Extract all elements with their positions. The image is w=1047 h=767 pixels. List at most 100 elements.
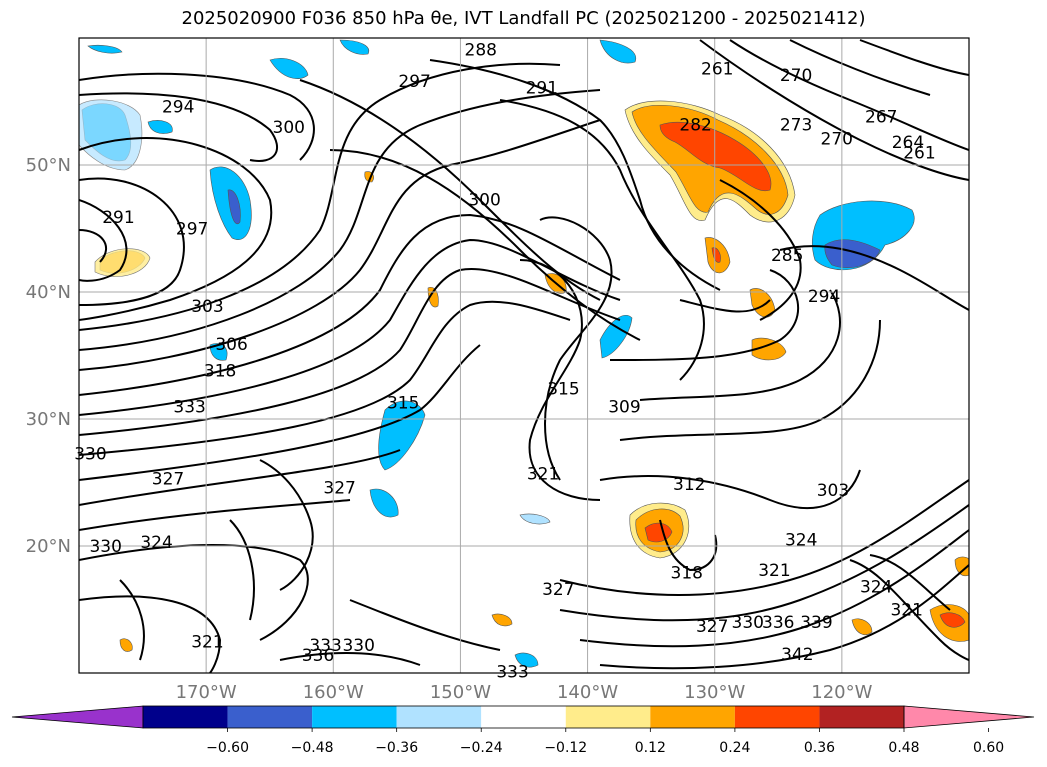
- map-frame: [78, 37, 970, 674]
- contour-label: 324: [785, 531, 817, 551]
- colorbar-tick-label: −0.36: [375, 740, 418, 756]
- contour-label: 321: [890, 601, 922, 621]
- contour-label: 327: [152, 470, 184, 490]
- shade-orange-sw2: [119, 638, 133, 652]
- colorbar-tick-label: 0.60: [973, 740, 1004, 756]
- lon-tick-label: 140°W: [557, 682, 618, 703]
- contour-line: [79, 267, 621, 436]
- contour-line: [79, 544, 309, 641]
- contour-line: [619, 319, 881, 441]
- lon-tick-label: 150°W: [430, 682, 491, 703]
- lon-tick-label: 120°W: [811, 682, 872, 703]
- contour-label: 261: [701, 59, 733, 79]
- shade-orange-c: [751, 337, 787, 361]
- colorbar-swatch: [650, 706, 735, 728]
- shade-blue-top4: [87, 44, 123, 54]
- shade-blue-s: [514, 652, 539, 668]
- contour-line: [229, 519, 255, 621]
- contour-line: [729, 39, 969, 151]
- shade-red-se: [939, 612, 966, 628]
- colorbar-tick-label: −0.60: [206, 740, 249, 756]
- contour-label: 321: [758, 561, 790, 581]
- shade-blue-mid4: [519, 513, 551, 525]
- contour-label: 294: [162, 98, 194, 118]
- shade-red-nw-coast: [659, 122, 772, 192]
- contour-line: [559, 479, 969, 596]
- contour-label: 300: [273, 118, 305, 138]
- contour-label: 339: [800, 613, 832, 633]
- contour-line: [279, 652, 421, 666]
- contour-label: 267: [865, 108, 897, 128]
- contour-line: [699, 39, 969, 181]
- shade-blue-top3: [339, 39, 370, 55]
- shade-orange-se3: [954, 556, 969, 577]
- contour-label: 324: [140, 533, 172, 553]
- colorbar-swatch: [819, 706, 904, 728]
- contour-line: [79, 449, 401, 506]
- colorbar-tick-label: 0.36: [804, 740, 835, 756]
- contour-label: 291: [102, 208, 134, 228]
- colorbar-tick-label: −0.12: [544, 740, 587, 756]
- contour-line: [329, 149, 641, 341]
- contour-labels: 2882912972943002912973003033063183333303…: [74, 40, 935, 682]
- contour-label: 264: [892, 133, 924, 153]
- contour-label: 342: [781, 645, 813, 665]
- contour-label: 318: [671, 564, 703, 584]
- contour-label: 330: [732, 613, 764, 633]
- colorbar-extend-low: [11, 705, 144, 729]
- contour-label: 318: [204, 362, 236, 382]
- colorbar-tick-label: 0.48: [888, 740, 919, 756]
- contour-line: [499, 99, 705, 381]
- contour-line: [79, 62, 561, 331]
- lat-tick-label: 20°N: [26, 536, 71, 557]
- colorbar-swatch: [396, 706, 482, 728]
- contour-line: [79, 137, 273, 321]
- colorbar-swatch: [481, 706, 566, 728]
- contour-label: 300: [468, 190, 500, 210]
- contour-label: 336: [762, 613, 794, 633]
- colorbar-swatch: [565, 706, 651, 728]
- chart-title: 2025020900 F036 850 hPa θe, IVT Landfall…: [181, 8, 866, 29]
- lat-tick-label: 30°N: [26, 409, 71, 430]
- contour-label: 321: [191, 632, 223, 652]
- colorbar-frame: [142, 705, 905, 729]
- lat-tick-label: 40°N: [26, 282, 71, 303]
- contour-label: 324: [860, 578, 892, 598]
- contour-line: [679, 299, 771, 313]
- contour-label: 270: [780, 66, 812, 86]
- shade-blue-mid3: [369, 488, 399, 518]
- contour-line: [79, 89, 601, 351]
- contour-label: 315: [387, 393, 419, 413]
- contour-label: 330: [342, 636, 374, 656]
- contour-line: [79, 300, 571, 456]
- contour-line: [79, 177, 185, 306]
- contour-label: 297: [398, 72, 430, 92]
- shade-blue-top: [269, 58, 309, 79]
- contour-label: 288: [465, 40, 497, 60]
- contour-label: 303: [817, 481, 849, 501]
- contour-line: [79, 344, 481, 481]
- contour-line: [79, 92, 279, 162]
- contour-line: [639, 289, 841, 401]
- contour-label: 333: [173, 397, 205, 417]
- lon-tick-label: 130°W: [684, 682, 745, 703]
- shade-red-a: [711, 247, 721, 263]
- lat-tick-label: 50°N: [26, 155, 71, 176]
- gridlines: [79, 38, 969, 673]
- contour-label: 285: [771, 246, 803, 266]
- contour-line: [559, 504, 969, 622]
- contour-label: 294: [808, 287, 840, 307]
- contour-label: 312: [673, 475, 705, 495]
- contour-label: 336: [302, 646, 334, 666]
- lat-tick-labels: 50°N 40°N 30°N 20°N: [26, 155, 71, 557]
- contour-label: 327: [542, 580, 574, 600]
- contour-label: 315: [547, 380, 579, 400]
- contour-label: 306: [215, 335, 247, 355]
- shade-blue-west2: [147, 120, 173, 134]
- contour-line: [869, 554, 951, 611]
- contour-label: 333: [309, 636, 341, 656]
- contour-label: 270: [821, 129, 853, 149]
- shade-orange-se2: [851, 618, 873, 635]
- colorbar-tick-label: 0.24: [719, 740, 750, 756]
